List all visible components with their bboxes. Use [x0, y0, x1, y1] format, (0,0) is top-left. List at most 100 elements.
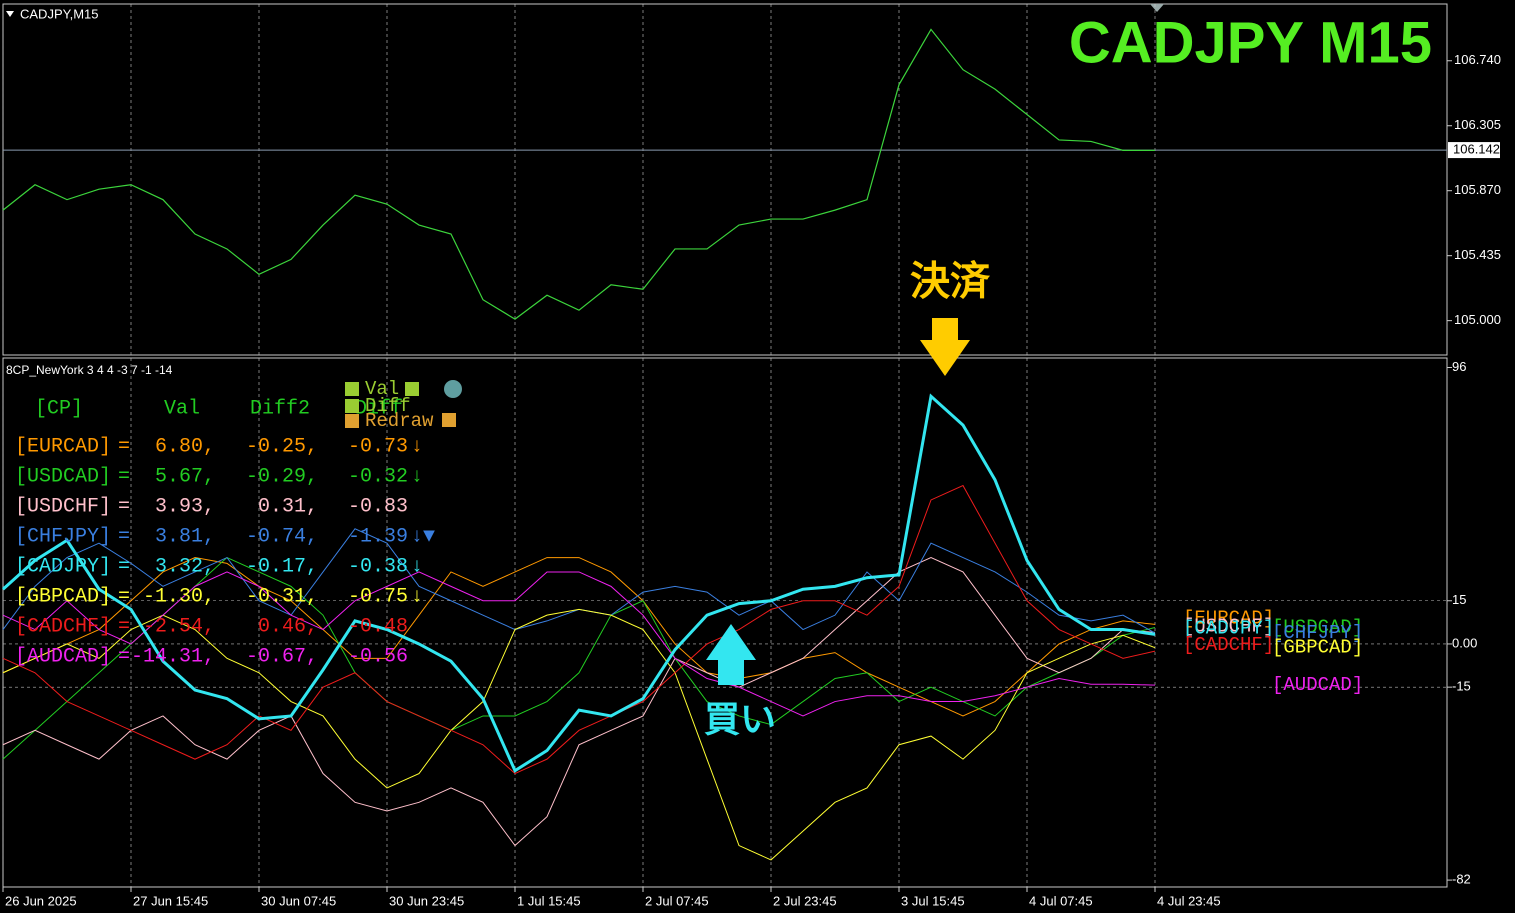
table-cell: = — [118, 645, 130, 668]
table-cell: = — [118, 555, 130, 578]
x-tick-label: 30 Jun 23:45 — [389, 893, 464, 908]
table-cell: = — [118, 495, 130, 518]
y-tick-label: 15 — [1452, 592, 1466, 607]
table-cell: -0.32 — [348, 465, 408, 488]
table-cell: 3.81, — [155, 525, 215, 548]
last-price-label: 106.142 — [1453, 142, 1500, 157]
button-icon[interactable] — [345, 399, 359, 413]
y-tick-label: -82 — [1452, 872, 1471, 887]
button-icon[interactable] — [345, 382, 359, 396]
menu-arrow — [6, 11, 14, 17]
symbol-label: CADJPY,M15 — [20, 6, 99, 21]
table-cell: [CHFJPY] — [15, 525, 111, 548]
x-tick-label: 4 Jul 07:45 — [1029, 893, 1093, 908]
x-tick-label: 26 Jun 2025 — [5, 893, 77, 908]
table-header: Diff — [355, 397, 403, 420]
table-cell: -0.83 — [348, 495, 408, 518]
table-cell: -0.31, — [246, 585, 318, 608]
table-cell: [CADCHF] — [15, 615, 111, 638]
table-cell: [USDCHF] — [15, 495, 111, 518]
y-tick-label: 96 — [1452, 359, 1466, 374]
table-cell: -1.39 — [348, 525, 408, 548]
table-cell: -0.74, — [246, 525, 318, 548]
table-cell: 3.93, — [155, 495, 215, 518]
x-tick-label: 2 Jul 07:45 — [645, 893, 709, 908]
button-icon[interactable] — [442, 413, 456, 427]
last-price-box — [1448, 142, 1500, 159]
series-line — [2, 557, 1156, 717]
series-line — [2, 557, 1156, 847]
table-cell: 5.67, — [155, 465, 215, 488]
x-tick-label: 30 Jun 07:45 — [261, 893, 336, 908]
table-cell: -2.54, — [143, 615, 215, 638]
exit-annotation: 決済 — [910, 260, 991, 304]
series-line — [2, 608, 1156, 861]
button-icon[interactable] — [405, 382, 419, 396]
table-cell: -0.48 — [348, 615, 408, 638]
series-end-label: [USDCHF] — [1183, 615, 1274, 637]
table-cell: -1.30, — [143, 585, 215, 608]
table-cell: 6.80, — [155, 435, 215, 458]
x-tick-label: 2 Jul 23:45 — [773, 893, 837, 908]
table-cell: 0.31, — [258, 495, 318, 518]
table-cell: -0.56 — [348, 645, 408, 668]
table-cell: [AUDCAD] — [15, 645, 111, 668]
table-header: [CP] — [35, 397, 83, 420]
series-line — [1, 393, 1156, 773]
x-tick-label: 4 Jul 23:45 — [1157, 893, 1221, 908]
table-cell: [GBPCAD] — [15, 585, 111, 608]
table-header: Val — [164, 397, 200, 420]
table-cell: ↓ — [411, 465, 423, 488]
x-tick-label: 3 Jul 15:45 — [901, 893, 965, 908]
series-end-label: [CADJPY] — [1183, 617, 1274, 639]
table-cell: ↓ — [411, 555, 423, 578]
series-end-label: [AUDCAD] — [1272, 674, 1363, 696]
table-cell: -0.67, — [246, 645, 318, 668]
toggle-dot[interactable] — [444, 380, 462, 398]
table-cell: = — [118, 585, 130, 608]
button-label[interactable]: Diff — [365, 395, 411, 417]
table-cell: [EURCAD] — [15, 435, 111, 458]
table-cell: -0.25, — [246, 435, 318, 458]
series-end-label: [USDCAD] — [1272, 617, 1363, 639]
table-cell: = — [118, 435, 130, 458]
buy-annotation: 買い — [704, 699, 776, 740]
shift-marker — [1150, 4, 1164, 12]
y-tick-label: 106.740 — [1454, 52, 1501, 67]
series-end-label: [EURCAD] — [1183, 607, 1274, 629]
table-cell: -0.75 — [348, 585, 408, 608]
table-cell: [USDCAD] — [15, 465, 111, 488]
series-line — [2, 484, 1156, 775]
table-cell: -0.73 — [348, 435, 408, 458]
table-cell: 0.46, — [258, 615, 318, 638]
y-tick-label: 105.000 — [1454, 312, 1501, 327]
button-icon[interactable] — [345, 414, 359, 428]
table-cell: -0.17, — [246, 555, 318, 578]
table-cell: -14.31, — [131, 645, 215, 668]
series-end-label: [CADCHF] — [1183, 634, 1274, 656]
y-tick-label: -15 — [1452, 679, 1471, 694]
table-cell: ↓▼ — [411, 525, 435, 548]
buy-arrow — [706, 624, 756, 685]
big-title: CADJPY M15 — [1069, 10, 1432, 75]
y-tick-label: 105.435 — [1454, 247, 1501, 262]
table-cell: 3.32, — [155, 555, 215, 578]
table-cell: ↓ — [411, 585, 423, 608]
table-cell: -0.29, — [246, 465, 318, 488]
series-line — [2, 571, 1156, 717]
table-cell: = — [118, 525, 130, 548]
button-label[interactable]: Redraw — [365, 410, 434, 432]
x-tick-label: 1 Jul 15:45 — [517, 893, 581, 908]
table-cell: = — [118, 465, 130, 488]
x-tick-label: 27 Jun 15:45 — [133, 893, 208, 908]
exit-arrow — [920, 318, 970, 376]
y-tick-label: 0.00 — [1452, 635, 1477, 650]
table-header: Diff2 — [250, 397, 310, 420]
button-label[interactable]: Val — [365, 378, 399, 400]
table-cell: ↓ — [411, 435, 423, 458]
table-cell: [CADJPY] — [15, 555, 111, 578]
series-line — [2, 28, 1155, 320]
table-cell: = — [118, 615, 130, 638]
